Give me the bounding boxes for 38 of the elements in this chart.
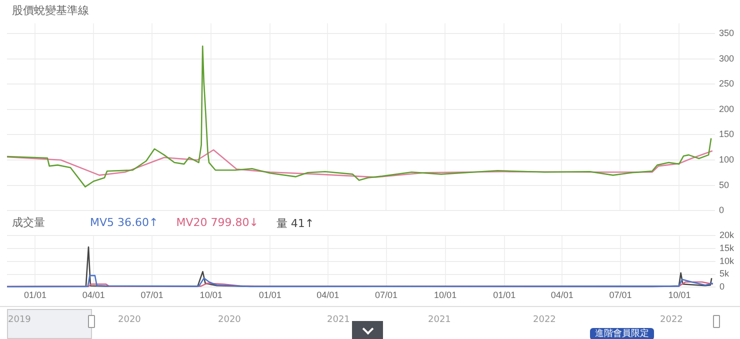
- chart-title: 股價蛻變基準線: [12, 3, 89, 18]
- x-tick-label: 04/01: [316, 290, 340, 300]
- chart-title: 成交量: [12, 215, 45, 230]
- y-tick-label: 20k: [719, 230, 734, 240]
- y-tick-label: 200: [718, 104, 734, 114]
- text: 2022: [660, 315, 683, 325]
- text: 2020: [118, 315, 141, 325]
- y-tick-label: 0: [718, 205, 724, 216]
- text: 量 41↑: [276, 216, 314, 231]
- y-tick-label: 100: [718, 154, 734, 164]
- text: 2021: [327, 315, 350, 325]
- y-tick-label: 0: [719, 282, 725, 292]
- x-tick-label: 04/01: [82, 290, 105, 300]
- text: 2019: [8, 315, 31, 325]
- x-tick-label: 07/01: [375, 290, 398, 300]
- x-tick-label: 10/01: [200, 290, 222, 300]
- x-tick-label: 01/01: [258, 290, 282, 300]
- y-tick-label: 250: [718, 78, 734, 89]
- y-tick-label: 50: [718, 180, 729, 190]
- x-tick-label: 01/01: [493, 290, 516, 300]
- y-tick-label: 300: [718, 53, 734, 64]
- y-tick-label: 15k: [719, 242, 734, 253]
- y-tick-label: 10k: [719, 256, 734, 266]
- text: 進階會員限定: [590, 328, 654, 339]
- y-tick-label: 350: [718, 28, 734, 38]
- x-tick-label: 07/01: [140, 290, 164, 300]
- x-tick-label: 07/01: [609, 290, 632, 300]
- x-tick-label: 04/01: [550, 290, 574, 300]
- y-tick-label: 150: [718, 129, 734, 140]
- x-tick-label: 10/01: [668, 290, 691, 300]
- text: 2020: [218, 315, 241, 325]
- x-tick-label: 10/01: [434, 290, 457, 300]
- text: 2021: [428, 315, 451, 325]
- text: MV20 799.80↓: [176, 216, 258, 231]
- x-tick-label: 01/01: [24, 290, 47, 300]
- text: MV5 36.60↑: [90, 216, 158, 231]
- y-tick-label: 5k: [719, 268, 730, 279]
- text: 2022: [533, 315, 556, 325]
